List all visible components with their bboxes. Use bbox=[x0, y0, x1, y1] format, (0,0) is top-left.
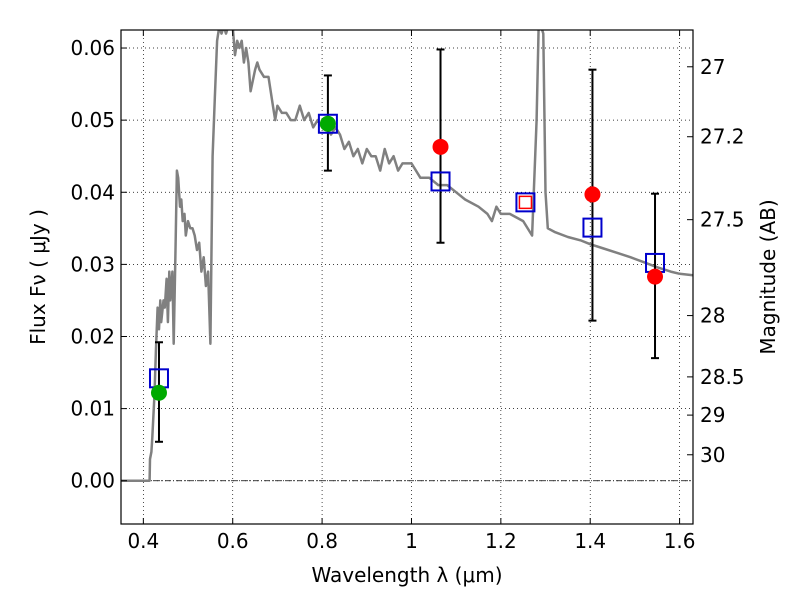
y2-tick-label: 27.2 bbox=[700, 125, 745, 149]
y-tick-label: 0.04 bbox=[70, 180, 115, 204]
y-axis-ticks: 0.00 0.01 0.02 0.03 0.04 0.05 0.06 bbox=[70, 36, 127, 493]
measurement-square-point bbox=[518, 195, 533, 210]
y-tick-label: 0.01 bbox=[70, 397, 115, 421]
y2-tick-label: 30 bbox=[700, 443, 725, 467]
y2-tick-label: 29 bbox=[700, 403, 725, 427]
y2-axis-label: Magnitude (AB) bbox=[756, 199, 780, 354]
y-tick-label: 0.02 bbox=[70, 324, 115, 348]
y2-tick-label: 28.5 bbox=[700, 365, 745, 389]
y-tick-label: 0.00 bbox=[70, 469, 115, 493]
x-tick-label: 1.2 bbox=[485, 529, 517, 553]
plot-frame bbox=[120, 29, 694, 525]
y-tick-label: 0.05 bbox=[70, 108, 115, 132]
x-tick-label: 0.8 bbox=[306, 529, 338, 553]
x-tick-label: 0.4 bbox=[127, 529, 159, 553]
y-tick-label: 0.06 bbox=[70, 36, 115, 60]
y-tick-label: 0.03 bbox=[70, 252, 115, 276]
y2-tick-label: 28 bbox=[700, 304, 725, 328]
model-square-marker bbox=[317, 113, 338, 134]
plot-area bbox=[121, 30, 693, 482]
y2-tick-label: 27 bbox=[700, 55, 725, 79]
detection-point bbox=[150, 384, 167, 401]
spectrum-line bbox=[121, 30, 693, 482]
measurement-point bbox=[432, 138, 449, 155]
model-square-marker bbox=[430, 171, 451, 192]
y2-axis-ticks: 27 27.2 27.5 28 28.5 29 30 bbox=[687, 55, 745, 467]
x-axis-ticks: 0.4 0.6 0.8 1 1.2 1.4 1.6 bbox=[127, 30, 696, 553]
x-tick-label: 1.4 bbox=[574, 529, 606, 553]
detection-point bbox=[319, 115, 336, 132]
model-square-marker bbox=[515, 192, 536, 213]
model-square-marker bbox=[582, 217, 603, 238]
x-axis-label: Wavelength λ (μm) bbox=[311, 563, 502, 587]
y-axis-label: Flux Fν ( μJy ) bbox=[26, 209, 50, 345]
y2-tick-label: 27.5 bbox=[700, 208, 745, 232]
measurement-point bbox=[584, 186, 601, 203]
measurement-point bbox=[647, 268, 664, 285]
x-tick-label: 1 bbox=[405, 529, 418, 553]
x-tick-label: 1.6 bbox=[664, 529, 696, 553]
x-tick-label: 0.6 bbox=[217, 529, 249, 553]
